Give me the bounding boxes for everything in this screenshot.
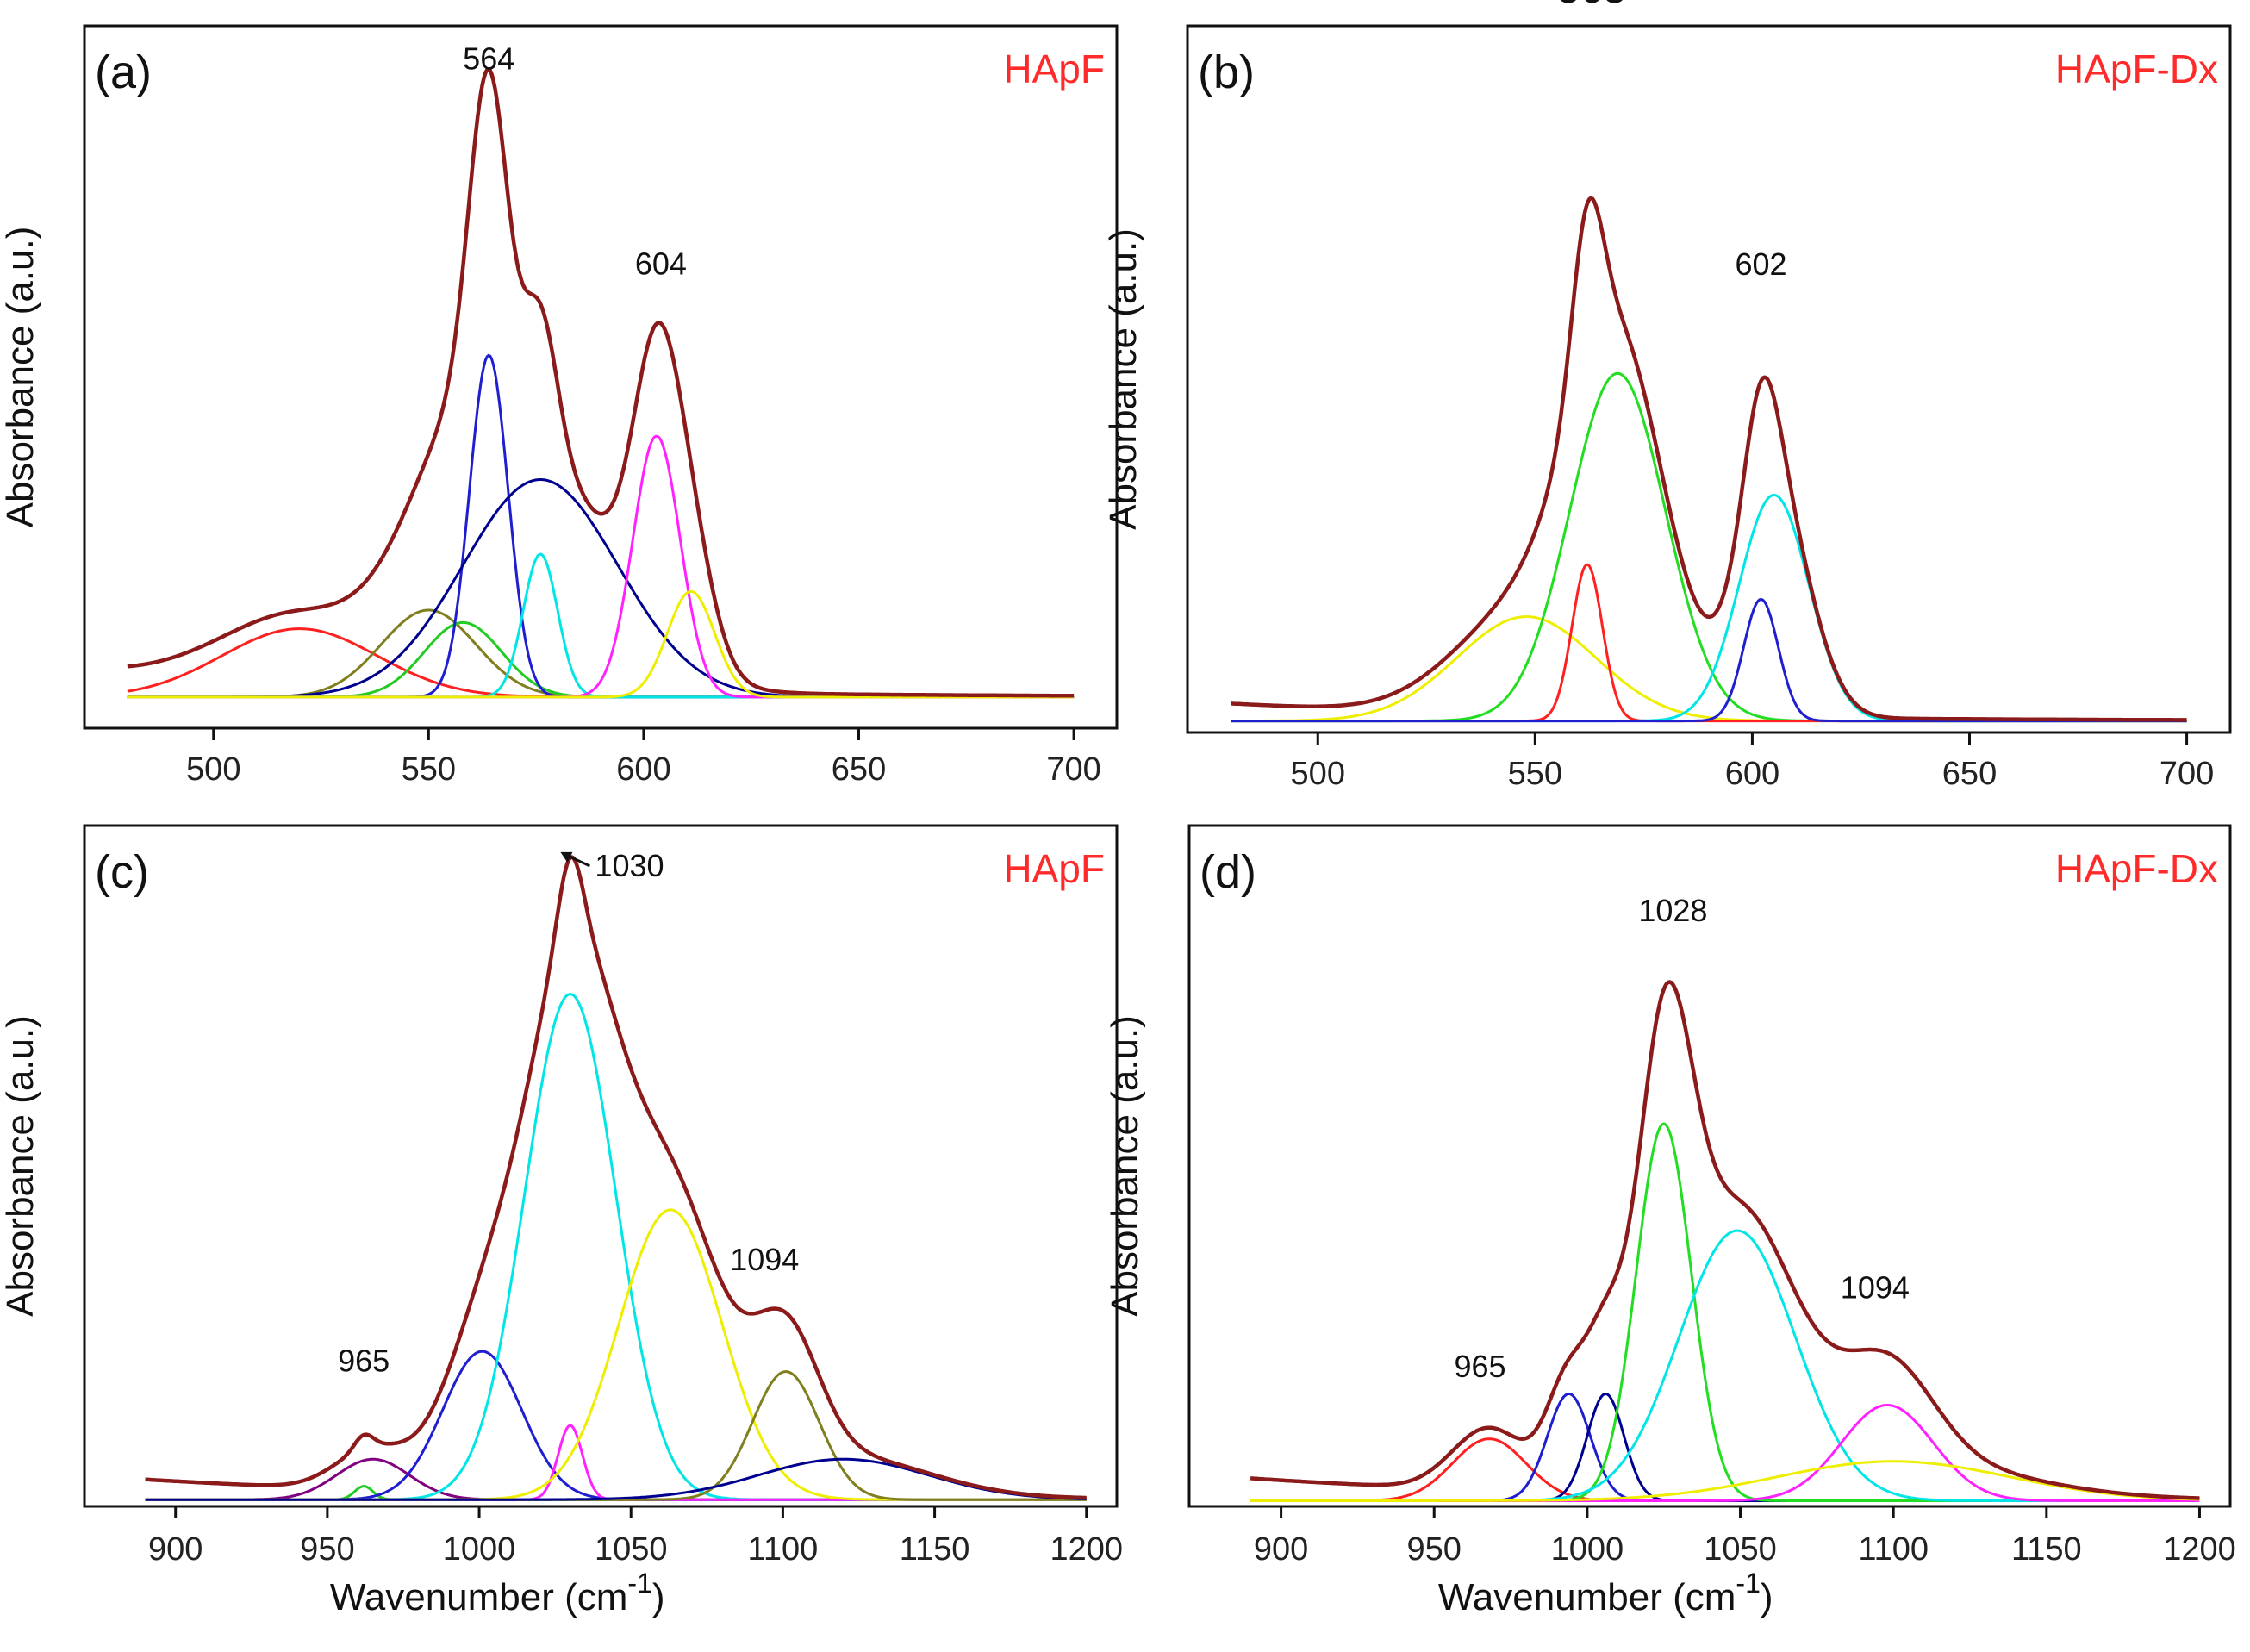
component-peak-611 <box>127 589 1075 699</box>
component-peak-564 <box>127 353 1075 699</box>
envelope-curve <box>145 855 1087 1500</box>
x-tick-label: 1000 <box>1551 1531 1624 1568</box>
panel-d: 900 950 1000 1050 1100 1150 1200 Absorbance (a.… <box>1104 824 2236 1618</box>
component-peak-1063 <box>145 1208 1087 1501</box>
x-tick-label: 550 <box>402 751 456 788</box>
x-tick-label: 1150 <box>2011 1531 2082 1568</box>
component-peak-1030 <box>145 992 1087 1501</box>
x-tick-label: 950 <box>1407 1531 1462 1568</box>
x-tick-label: 600 <box>1725 756 1779 792</box>
panel-letter: (c) <box>95 846 149 898</box>
component-peak-603 <box>127 434 1075 699</box>
panel-letter: (a) <box>95 47 152 98</box>
plot-frame <box>83 24 1119 730</box>
plot-area <box>127 66 1075 699</box>
envelope-curve <box>1250 980 2200 1500</box>
sample-label: HApF <box>1003 47 1105 91</box>
peak-label: 965 <box>338 1343 390 1379</box>
x-tick-label: 1100 <box>748 1531 819 1568</box>
peak-label: 604 <box>635 246 687 281</box>
x-tick-label: 650 <box>1942 756 1997 792</box>
component-peak-1030 <box>145 1424 1087 1501</box>
x-tick-label: 1200 <box>1050 1531 1123 1568</box>
peak-label: 1094 <box>730 1242 799 1277</box>
plot-area <box>1250 980 2200 1502</box>
component-peak-1049 <box>1250 1229 2200 1502</box>
x-tick-label: 650 <box>832 751 886 788</box>
component-peak-562 <box>1231 563 2187 723</box>
y-axis-title: Absorbance (a.u.) <box>1104 1015 1146 1317</box>
component-peak-1025 <box>1250 1122 2200 1502</box>
panel-a: 500 550 600 650 700 Absorbance (a.u.) (a) HApF 5… <box>0 24 1119 788</box>
plot-area <box>145 855 1087 1501</box>
component-peak-548 <box>1231 615 2187 723</box>
x-tick-label: 900 <box>148 1531 203 1568</box>
x-tick-label: 500 <box>1291 756 1345 792</box>
envelope-curve <box>1231 196 2187 722</box>
x-tick-label: 500 <box>186 751 240 788</box>
plot-frame <box>83 824 1119 1508</box>
x-axis-title: Wavenumber (cm-1) <box>1438 1568 1773 1618</box>
x-tick-label: 1200 <box>2163 1531 2236 1568</box>
peak-label: 1094 <box>1841 1269 1910 1305</box>
sample-label: HApF-Dx <box>2055 846 2218 891</box>
x-tick-label: 1000 <box>443 1531 516 1568</box>
y-axis-title: Absorbance (a.u.) <box>0 1015 41 1317</box>
component-peak-569 <box>1231 371 2187 723</box>
panel-letter: (d) <box>1200 846 1256 898</box>
component-peak-576 <box>127 552 1075 699</box>
plot-area <box>1231 196 2187 723</box>
x-tick-label: 700 <box>1046 751 1100 788</box>
x-tick-label: 1100 <box>1858 1531 1929 1568</box>
panel-letter: (b) <box>1198 47 1255 98</box>
plot-frame <box>1186 24 2232 734</box>
peak-label: 563 <box>1557 0 1626 12</box>
component-peak-605 <box>1231 493 2187 723</box>
x-tick-label: 950 <box>300 1531 354 1568</box>
panel-c: 900 950 1000 1050 1100 1150 1200 Absorbance (a.… <box>0 824 1123 1618</box>
x-axis-title: Wavenumber (cm-1) <box>330 1568 665 1618</box>
envelope-curve <box>127 66 1075 698</box>
x-tick-label: 550 <box>1508 756 1562 792</box>
y-axis-title: Absorbance (a.u.) <box>1102 228 1144 530</box>
x-tick-label: 1150 <box>900 1531 970 1568</box>
component-peak-520 <box>127 627 1075 699</box>
panel-b: 500 550 600 650 700 Absorbance (a.u.) (b) HApF-… <box>1102 0 2232 792</box>
plot-frame <box>1187 824 2232 1508</box>
y-axis-title: Absorbance (a.u.) <box>0 227 41 528</box>
x-tick-label: 1050 <box>1704 1531 1777 1568</box>
x-tick-label: 1050 <box>595 1531 668 1568</box>
arrow-head <box>560 851 573 863</box>
peak-label: 564 <box>463 41 514 76</box>
peak-label: 1028 <box>1638 893 1707 928</box>
sample-label: HApF <box>1003 846 1105 891</box>
component-peak-1100 <box>1250 1460 2200 1502</box>
x-tick-label: 700 <box>2160 756 2214 792</box>
sample-label: HApF-Dx <box>2055 47 2218 91</box>
peak-label: 965 <box>1454 1349 1505 1384</box>
component-peak-550 <box>127 608 1075 699</box>
peak-label: 1030 <box>595 848 664 883</box>
peak-label: 602 <box>1735 246 1786 282</box>
x-tick-label: 900 <box>1254 1531 1308 1568</box>
x-tick-label: 600 <box>616 751 670 788</box>
